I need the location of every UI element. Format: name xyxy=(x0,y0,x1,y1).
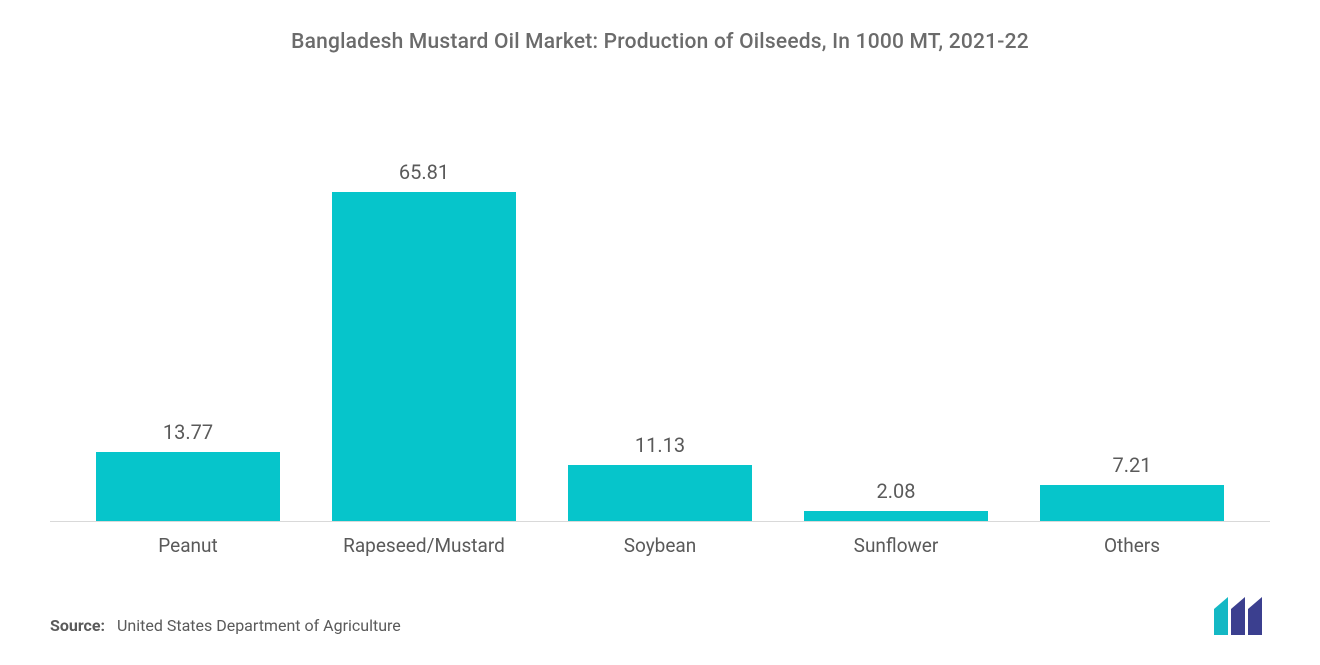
bar-group-sunflower: 2.08 xyxy=(778,154,1014,521)
source-label: Source: xyxy=(50,616,105,635)
bar xyxy=(1040,485,1224,521)
bar-value-label: 13.77 xyxy=(163,420,213,444)
bar-value-label: 7.21 xyxy=(1113,453,1152,477)
bar xyxy=(804,511,988,521)
x-tick: Sunflower xyxy=(778,534,1014,557)
x-tick: Soybean xyxy=(542,534,778,557)
bar-value-label: 11.13 xyxy=(635,433,685,457)
source-text: United States Department of Agriculture xyxy=(117,616,401,635)
bar-group-rapeseed-mustard: 65.81 xyxy=(306,154,542,521)
x-tick: Others xyxy=(1014,534,1250,557)
x-tick: Peanut xyxy=(70,534,306,557)
x-tick: Rapeseed/Mustard xyxy=(306,534,542,557)
bar xyxy=(96,452,280,521)
chart-title: Bangladesh Mustard Oil Market: Productio… xyxy=(50,30,1270,54)
x-axis: Peanut Rapeseed/Mustard Soybean Sunflowe… xyxy=(50,521,1270,557)
source-line: Source: United States Department of Agri… xyxy=(50,616,401,635)
bar xyxy=(332,192,516,521)
bar-value-label: 65.81 xyxy=(399,160,449,184)
chart-container: Bangladesh Mustard Oil Market: Productio… xyxy=(0,0,1320,665)
bar-value-label: 2.08 xyxy=(877,479,916,503)
brand-logo-icon xyxy=(1212,597,1264,635)
bar-group-peanut: 13.77 xyxy=(70,154,306,521)
chart-footer: Source: United States Department of Agri… xyxy=(50,597,1270,645)
bar-group-others: 7.21 xyxy=(1014,154,1250,521)
bar-group-soybean: 11.13 xyxy=(542,154,778,521)
plot-area: 13.77 65.81 11.13 2.08 7.21 xyxy=(50,94,1270,521)
bar xyxy=(568,465,752,521)
